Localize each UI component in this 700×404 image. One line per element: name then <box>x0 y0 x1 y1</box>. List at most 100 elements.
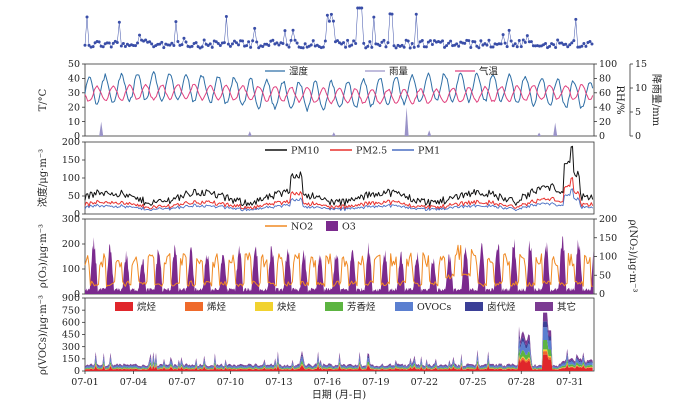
pm1-line <box>84 188 594 212</box>
wind-point <box>303 42 307 46</box>
legend-label: NO2 <box>291 222 313 233</box>
wind-point <box>321 45 325 49</box>
wind-point <box>162 46 166 50</box>
temperature-axis-label: T/°C <box>38 88 49 111</box>
wind-point <box>158 42 162 46</box>
rain-bar <box>427 130 432 136</box>
wind-point <box>144 38 148 42</box>
wind-point <box>133 44 137 48</box>
temp-axis-tick-label: 40 <box>68 74 80 85</box>
legend-label: 其它 <box>557 301 576 313</box>
wind-point <box>226 42 230 46</box>
wind-point <box>572 39 576 43</box>
wind-point <box>481 43 485 47</box>
wind-point <box>293 38 297 42</box>
wind-point <box>150 42 154 46</box>
wind-point <box>360 6 364 10</box>
wind-point <box>352 39 356 43</box>
vocs-axis-tick-label: 900 <box>62 293 80 304</box>
wind-point <box>257 46 261 50</box>
rain-bar <box>99 121 104 136</box>
wind-point <box>455 42 459 46</box>
wind-point <box>295 41 299 45</box>
wind-point <box>479 39 483 43</box>
wind-point <box>216 42 220 46</box>
wind-point <box>420 38 424 42</box>
legend-label: 烷烃 <box>137 301 157 313</box>
no2-axis-tick-label: 200 <box>599 214 617 225</box>
rain-bar <box>331 132 336 136</box>
wind-point <box>245 44 249 48</box>
wind-point <box>511 44 515 48</box>
no2-axis-tick-label: 50 <box>599 270 611 281</box>
wind-panel <box>83 6 594 50</box>
rh-axis-tick-label: 40 <box>599 102 611 113</box>
wind-point <box>477 46 481 50</box>
wind-point <box>119 44 123 48</box>
x-tick-label: 07-04 <box>120 377 147 388</box>
wind-point <box>101 45 105 49</box>
vocs-axis-tick-label: 300 <box>62 342 80 353</box>
wind-point <box>354 41 358 45</box>
no2-axis-label: ρ(NO₂)/μg·m⁻³ <box>627 220 638 293</box>
vocs-axis-tick-label: 750 <box>62 305 80 316</box>
x-tick-label: 07-31 <box>556 377 583 388</box>
wind-point <box>283 29 287 33</box>
wind-point <box>386 41 390 45</box>
x-tick-label: 07-16 <box>314 377 341 388</box>
rain-axis-tick-label: 10 <box>635 83 647 94</box>
wind-point <box>148 40 152 44</box>
humidity-line <box>84 71 594 112</box>
wind-point <box>170 41 174 45</box>
wind-point <box>176 40 180 44</box>
wind-point <box>566 45 570 49</box>
wind-point <box>342 41 346 45</box>
wind-point <box>473 40 477 44</box>
x-tick-label: 07-25 <box>459 377 486 388</box>
wind-point <box>335 39 339 43</box>
wind-point <box>402 45 406 49</box>
wind-point <box>499 42 503 46</box>
wind-point <box>344 45 348 49</box>
wind-point <box>501 33 505 37</box>
pm-axis-tick-label: 50 <box>68 191 80 202</box>
wind-point <box>392 44 396 48</box>
wind-point <box>218 43 222 47</box>
legend-swatch <box>326 221 338 231</box>
vocs-area-4 <box>85 340 593 370</box>
x-axis-title: 日期 (月-日) <box>312 389 366 401</box>
vocs-area-6 <box>85 321 593 368</box>
wind-point <box>182 36 186 40</box>
wind-point <box>251 39 255 43</box>
wind-point <box>329 12 333 16</box>
wind-point <box>109 45 113 49</box>
rain-axis-tick-label: 5 <box>635 107 641 118</box>
wind-point <box>91 45 95 49</box>
wind-point <box>247 40 251 44</box>
pm10-line <box>84 145 594 207</box>
vocs-axis-tick-label: 0 <box>74 366 80 377</box>
wind-point <box>390 12 394 16</box>
wind-point <box>414 12 418 16</box>
meteorology-frame <box>84 63 595 137</box>
wind-point <box>255 40 259 44</box>
wind-point <box>325 13 329 17</box>
wind-point <box>368 40 372 44</box>
legend-label: PM2.5 <box>356 146 387 157</box>
wind-point <box>261 45 265 49</box>
wind-point <box>222 41 226 45</box>
vocs-area-7 <box>85 312 593 368</box>
wind-point <box>289 38 293 42</box>
o3-area <box>85 236 594 294</box>
legend-label: PM10 <box>291 146 319 157</box>
x-tick-label: 07-07 <box>168 377 195 388</box>
wind-point <box>556 38 560 42</box>
wind-point <box>378 44 382 48</box>
vocs-area-1 <box>85 354 593 371</box>
wind-point <box>469 45 473 49</box>
particulate-panel: 浓度/μg·m⁻³ 0 50 100 150 200 PM10 PM2.5 PM1 <box>36 137 595 220</box>
wind-point <box>275 41 279 45</box>
wind-point <box>111 41 115 45</box>
wind-point <box>548 44 552 48</box>
